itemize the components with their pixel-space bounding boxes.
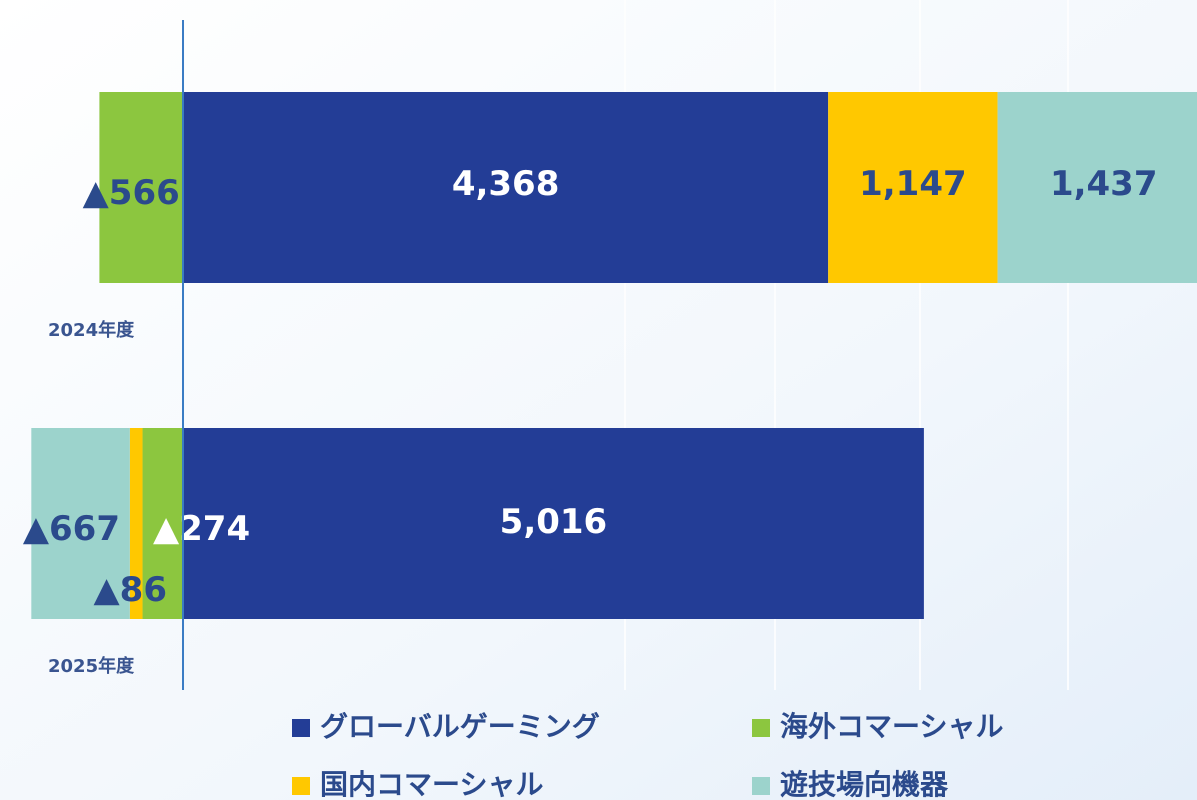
value-label: ▲566 xyxy=(83,173,180,213)
category-label: 2025年度 xyxy=(48,655,135,677)
value-label: ▲667 xyxy=(23,509,120,549)
legend-swatch xyxy=(752,719,770,737)
legend-label: グローバルゲーミング xyxy=(320,710,600,743)
value-label: 1,147 xyxy=(859,164,967,204)
legend-label: 海外コマーシャル xyxy=(780,710,1003,743)
legend-swatch xyxy=(752,777,770,795)
bar-segment xyxy=(997,92,1197,283)
bar-segment xyxy=(99,92,184,283)
legend-label: 遊技場向機器 xyxy=(780,768,949,800)
bar-segment xyxy=(31,428,130,619)
legend-label: 国内コマーシャル xyxy=(320,768,543,800)
value-label: 4,368 xyxy=(452,164,560,204)
legend-swatch xyxy=(292,719,310,737)
bar-segment xyxy=(183,92,829,283)
legend-swatch xyxy=(292,777,310,795)
bar-segment xyxy=(828,92,998,283)
value-label: ▲274 xyxy=(153,509,250,549)
value-label: ▲86 xyxy=(94,570,167,610)
bar-segment xyxy=(129,428,143,619)
value-label: 1,437 xyxy=(1050,164,1158,204)
value-label: 5,016 xyxy=(500,502,608,542)
bar-segment xyxy=(183,428,924,619)
category-label: 2024年度 xyxy=(48,319,135,341)
bar-segment xyxy=(142,428,184,619)
